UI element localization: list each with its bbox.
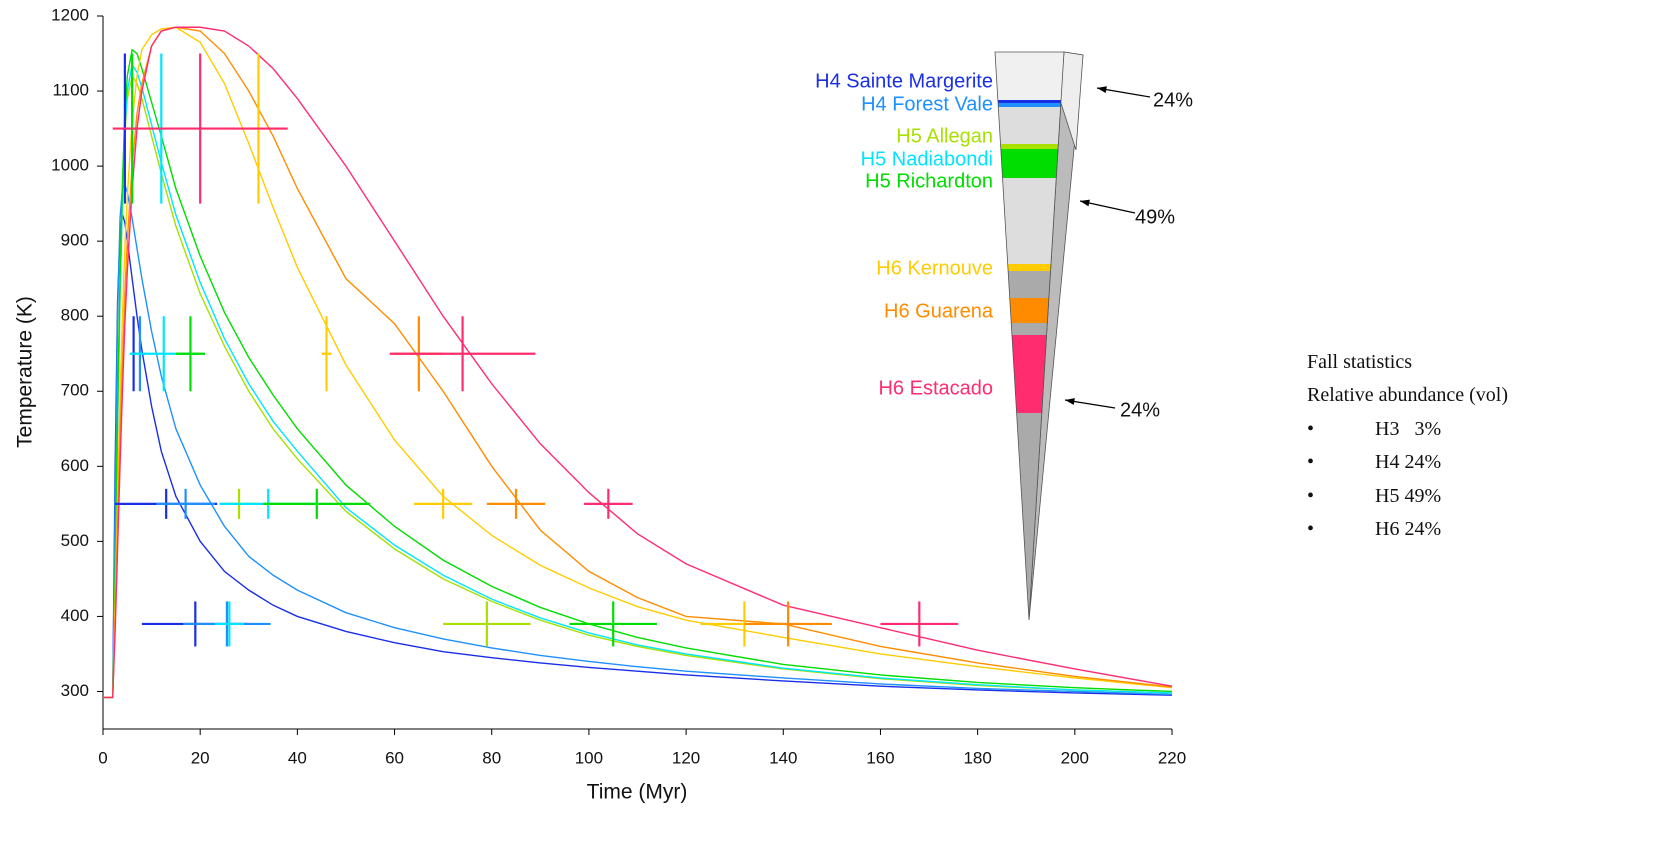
x-tick-label: 180: [963, 748, 991, 767]
cone-layer: [997, 100, 1062, 265]
bullet: •: [1307, 518, 1315, 541]
y-axis-label: Temperature (K): [14, 296, 37, 448]
share-label: 24%: [1120, 399, 1160, 421]
x-tick-label: 80: [482, 748, 501, 767]
x-tick-label: 140: [769, 748, 797, 767]
y-tick-label: 900: [61, 231, 89, 250]
panel-list: • H3 3% • H4 24% • H5 49% • H6 24%: [1307, 413, 1508, 547]
y-tick-label: 700: [61, 381, 89, 400]
panel-title: Fall statistics: [1307, 351, 1412, 373]
x-tick-label: 0: [98, 748, 107, 767]
x-axis-label: Time (Myr): [587, 781, 688, 804]
cooling-curve: [103, 26, 1173, 699]
list-item: • H3 3%: [1307, 413, 1508, 446]
y-tick-label: 1200: [51, 5, 89, 24]
cooling-curve: [103, 26, 1173, 699]
x-tick-label: 220: [1158, 748, 1186, 767]
cone-label: H5 Nadiabondi: [861, 148, 993, 170]
cone-band: [997, 100, 1062, 103]
cone-label: H5 Allegan: [896, 125, 993, 147]
list-item: • H4 24%: [1307, 446, 1508, 479]
x-tick-label: 120: [672, 748, 700, 767]
cone-band: [1007, 264, 1051, 271]
cooling-curve: [103, 48, 1173, 699]
arrow-head: [1080, 199, 1090, 207]
y-tick-label: 1000: [51, 156, 89, 175]
share-label: 24%: [1153, 89, 1193, 111]
list-item: • H6 24%: [1307, 513, 1508, 546]
panel-subtitle: Relative abundance (vol): [1307, 384, 1509, 407]
cone-label: H4 Forest Vale: [861, 93, 993, 115]
cone-outline: [994, 51, 1065, 621]
bullet: •: [1307, 484, 1315, 507]
x-tick-label: 200: [1061, 748, 1089, 767]
y-tick-label: 500: [61, 531, 89, 550]
arrow-head: [1097, 86, 1107, 93]
x-tick-label: 160: [866, 748, 894, 767]
bullet: •: [1307, 417, 1315, 440]
x-tick-label: 40: [288, 748, 307, 767]
y-tick-label: 300: [61, 681, 89, 700]
cone-label: H6 Kernouve: [876, 257, 993, 279]
list-item: • H5 49%: [1307, 480, 1508, 513]
y-tick-label: 800: [61, 306, 89, 325]
cone-label: H5 Richardton: [865, 170, 993, 192]
arrow-head: [1065, 398, 1075, 405]
side-panel: Fall statistics Relative abundance (vol)…: [1307, 346, 1508, 546]
cone-band: [1000, 144, 1059, 149]
bullet: •: [1307, 451, 1315, 474]
x-tick-label: 20: [191, 748, 210, 767]
cone-label: H6 Guarena: [884, 300, 994, 322]
y-tick-label: 400: [61, 606, 89, 625]
y-tick-label: 1100: [52, 81, 89, 100]
cone-band: [1000, 149, 1059, 178]
y-tick-label: 600: [61, 456, 89, 475]
cooling-curve: [103, 26, 1173, 699]
x-tick-label: 100: [575, 748, 603, 767]
cone-label: H4 Sainte Margerite: [815, 70, 993, 92]
item-text: H5 49%: [1375, 484, 1442, 507]
cone-label: H6 Estacado: [878, 377, 993, 399]
cooling-curve: [103, 214, 1173, 699]
item-text: H3 3%: [1375, 417, 1442, 440]
x-tick-label: 60: [385, 748, 404, 767]
cone-band: [998, 103, 1061, 107]
cone-band: [1011, 335, 1047, 413]
item-text: H6 24%: [1375, 518, 1442, 541]
share-label: 49%: [1135, 206, 1175, 228]
cone-layer: [995, 52, 1064, 100]
item-text: H4 24%: [1375, 451, 1442, 474]
cone-band: [1009, 298, 1049, 323]
